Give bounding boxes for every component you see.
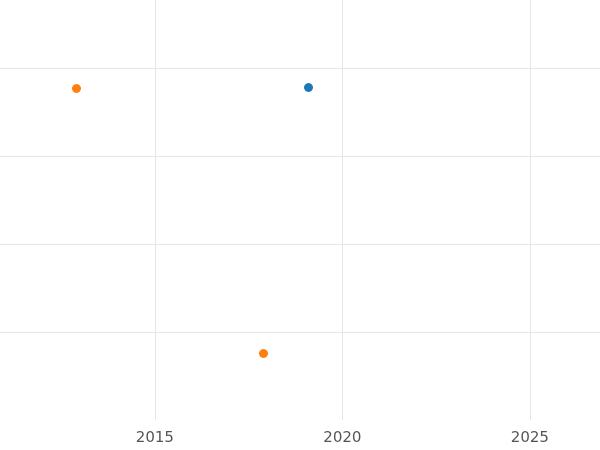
horizontal-gridline [0, 331, 600, 333]
horizontal-gridline [0, 67, 600, 69]
x-tick-label: 2020 [323, 428, 362, 446]
vertical-gridline [342, 0, 344, 420]
scatter-point-orange-series [71, 83, 81, 93]
scatter-point-orange-series [259, 348, 269, 358]
vertical-gridline [154, 0, 156, 420]
horizontal-gridline [0, 155, 600, 157]
x-tick-label: 2025 [510, 428, 549, 446]
vertical-gridline [529, 0, 531, 420]
x-tick-label: 2015 [135, 428, 174, 446]
scatter-point-blue-series [304, 82, 314, 92]
horizontal-gridline [0, 243, 600, 245]
